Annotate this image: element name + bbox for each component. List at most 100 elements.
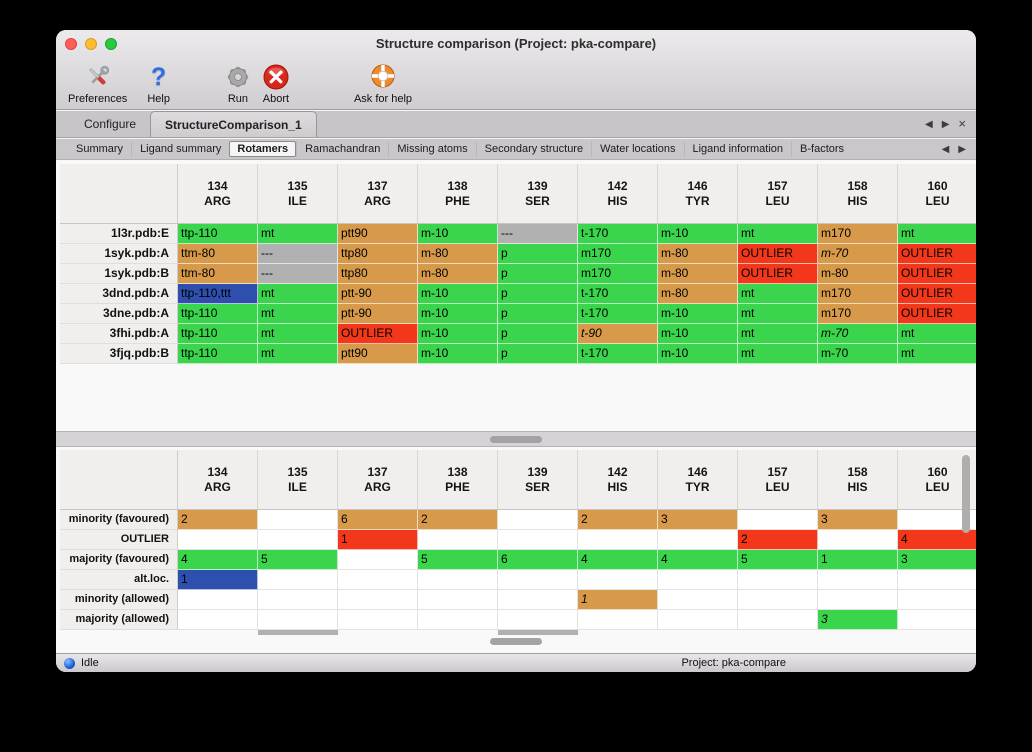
column-header[interactable]: 135 ILE <box>258 450 338 509</box>
subtab-b-factors[interactable]: B-factors <box>791 141 852 157</box>
count-cell[interactable]: 1 <box>338 530 418 550</box>
subtab-next-icon[interactable]: ▶ <box>958 143 966 155</box>
count-cell[interactable] <box>338 610 418 630</box>
count-cell[interactable]: 2 <box>418 510 498 530</box>
structure-row-label[interactable]: 1l3r.pdb:E <box>60 224 178 244</box>
count-cell[interactable]: 5 <box>418 550 498 570</box>
rotamer-cell[interactable]: m-10 <box>658 344 738 364</box>
column-header[interactable]: 157 LEU <box>738 164 818 223</box>
rotamer-cell[interactable]: mt <box>738 284 818 304</box>
count-cell[interactable]: 6 <box>498 550 578 570</box>
count-cell[interactable] <box>658 610 738 630</box>
count-cell[interactable] <box>418 570 498 590</box>
rotamer-cell[interactable]: m170 <box>578 264 658 284</box>
count-cell[interactable]: 4 <box>898 530 976 550</box>
count-cell[interactable] <box>818 570 898 590</box>
count-cell[interactable] <box>258 530 338 550</box>
count-cell[interactable]: 3 <box>818 510 898 530</box>
summary-row-label[interactable]: majority (allowed) <box>60 610 178 630</box>
structure-row-label[interactable]: 3fjq.pdb:B <box>60 344 178 364</box>
rotamer-cell[interactable]: m-10 <box>658 324 738 344</box>
rotamer-cell[interactable]: m170 <box>578 244 658 264</box>
rotamer-cell[interactable]: ttm-80 <box>178 244 258 264</box>
tab-structure-comparison-1[interactable]: StructureComparison_1 <box>150 111 317 137</box>
rotamer-cell[interactable]: m-10 <box>418 304 498 324</box>
column-header[interactable]: 158 HIS <box>818 164 898 223</box>
rotamer-cell[interactable]: t-170 <box>578 304 658 324</box>
rotamer-cell[interactable]: m-70 <box>818 244 898 264</box>
count-cell[interactable] <box>338 570 418 590</box>
tab-prev-icon[interactable]: ◀ <box>925 118 933 130</box>
structure-row-label[interactable]: 1syk.pdb:A <box>60 244 178 264</box>
rotamer-cell[interactable]: m-10 <box>418 224 498 244</box>
column-header[interactable]: 135 ILE <box>258 164 338 223</box>
rotamer-cell[interactable]: m-10 <box>658 224 738 244</box>
count-cell[interactable] <box>578 530 658 550</box>
count-cell[interactable] <box>738 510 818 530</box>
run-button[interactable]: Run <box>224 60 252 105</box>
column-header[interactable]: 160 LEU <box>898 164 976 223</box>
count-cell[interactable] <box>258 570 338 590</box>
subtab-missing-atoms[interactable]: Missing atoms <box>388 141 475 157</box>
rotamer-cell[interactable]: p <box>498 264 578 284</box>
count-cell[interactable] <box>818 530 898 550</box>
rotamer-cell[interactable]: m-10 <box>418 284 498 304</box>
rotamer-cell[interactable]: ttp80 <box>338 264 418 284</box>
structure-row-label[interactable]: 3dne.pdb:A <box>60 304 178 324</box>
count-cell[interactable]: 4 <box>578 550 658 570</box>
structure-row-label[interactable]: 1syk.pdb:B <box>60 264 178 284</box>
count-cell[interactable] <box>738 590 818 610</box>
count-cell[interactable] <box>178 610 258 630</box>
rotamer-cell[interactable]: OUTLIER <box>898 284 976 304</box>
rotamer-cell[interactable]: m-70 <box>818 324 898 344</box>
count-cell[interactable]: 5 <box>258 550 338 570</box>
rotamer-cell[interactable]: m-80 <box>658 264 738 284</box>
count-cell[interactable] <box>578 610 658 630</box>
rotamer-cell[interactable]: ptt-90 <box>338 284 418 304</box>
count-cell[interactable] <box>658 570 738 590</box>
splitter-handle[interactable] <box>490 436 542 443</box>
count-cell[interactable] <box>498 570 578 590</box>
rotamer-cell[interactable]: m-70 <box>818 344 898 364</box>
rotamer-cell[interactable]: ptt90 <box>338 224 418 244</box>
subtab-summary[interactable]: Summary <box>76 143 124 155</box>
count-cell[interactable]: 5 <box>738 550 818 570</box>
count-cell[interactable]: 4 <box>178 550 258 570</box>
rotamer-cell[interactable]: OUTLIER <box>738 264 818 284</box>
count-cell[interactable] <box>258 590 338 610</box>
column-header[interactable]: 157 LEU <box>738 450 818 509</box>
rotamer-cell[interactable]: p <box>498 244 578 264</box>
rotamer-cell[interactable]: t-170 <box>578 284 658 304</box>
summary-row-label[interactable]: majority (favoured) <box>60 550 178 570</box>
rotamer-cell[interactable]: m-10 <box>418 344 498 364</box>
rotamer-cell[interactable]: p <box>498 304 578 324</box>
subtab-secondary-structure[interactable]: Secondary structure <box>475 141 591 157</box>
column-header[interactable]: 138 PHE <box>418 450 498 509</box>
count-cell[interactable] <box>818 590 898 610</box>
subtab-prev-icon[interactable]: ◀ <box>941 143 950 155</box>
summary-row-label[interactable]: minority (allowed) <box>60 590 178 610</box>
horizontal-scrollbar-thumb[interactable] <box>490 638 542 645</box>
count-cell[interactable] <box>338 550 418 570</box>
count-cell[interactable] <box>498 610 578 630</box>
column-header[interactable]: 134 ARG <box>178 450 258 509</box>
rotamer-cell[interactable]: m170 <box>818 224 898 244</box>
count-cell[interactable] <box>578 570 658 590</box>
count-cell[interactable] <box>898 510 976 530</box>
column-header[interactable]: 137 ARG <box>338 164 418 223</box>
column-header[interactable]: 158 HIS <box>818 450 898 509</box>
rotamer-cell[interactable]: mt <box>738 224 818 244</box>
count-cell[interactable]: 2 <box>578 510 658 530</box>
rotamer-cell[interactable]: --- <box>258 264 338 284</box>
column-header[interactable]: 146 TYR <box>658 450 738 509</box>
count-cell[interactable] <box>898 610 976 630</box>
rotamer-cell[interactable]: ttp80 <box>338 244 418 264</box>
rotamer-cell[interactable]: mt <box>258 324 338 344</box>
rotamer-cell[interactable]: mt <box>898 224 976 244</box>
rotamer-cell[interactable]: mt <box>738 324 818 344</box>
structure-row-label[interactable]: 3dnd.pdb:A <box>60 284 178 304</box>
rotamer-cell[interactable]: mt <box>258 284 338 304</box>
rotamer-cell[interactable]: m170 <box>818 304 898 324</box>
rotamer-cell[interactable]: ttp-110 <box>178 344 258 364</box>
count-cell[interactable] <box>418 530 498 550</box>
